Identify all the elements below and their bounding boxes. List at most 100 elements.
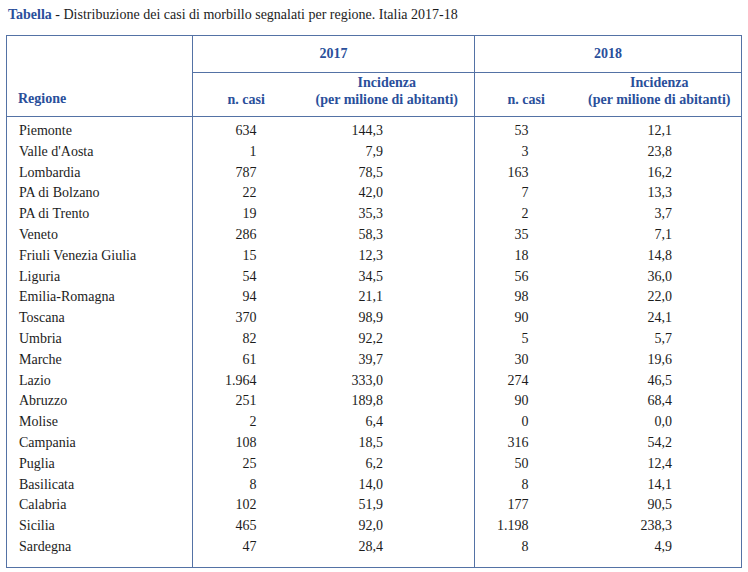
incidence-2018-cell: 46,5	[578, 371, 742, 392]
cases-2018-cell: 8	[475, 537, 578, 567]
incidence-2018-cell: 23,8	[578, 142, 742, 163]
cases-2017-cell: 2	[193, 412, 300, 433]
cases-2018-cell: 0	[475, 412, 578, 433]
cases-2017-cell: 102	[193, 495, 300, 516]
incidence-2018-cell: 12,4	[578, 454, 742, 475]
region-cell: Friuli Venezia Giulia	[7, 246, 193, 267]
incidence-2017-cell: 14,0	[300, 475, 475, 496]
cases-2017-cell: 25	[193, 454, 300, 475]
incidence-2018-cell: 238,3	[578, 516, 742, 537]
column-header-cases-2017: n. casi	[193, 73, 300, 117]
table-row: Toscana37098,99024,1	[7, 308, 742, 329]
cases-2017-cell: 787	[193, 163, 300, 184]
column-header-cases-2018: n. casi	[475, 73, 578, 117]
table-row: Sardegna4728,484,9	[7, 537, 742, 567]
incidence-2018-cell: 19,6	[578, 350, 742, 371]
incidence-2018-cell: 14,1	[578, 475, 742, 496]
table-row: PA di Trento1935,323,7	[7, 204, 742, 225]
table-row: Calabria10251,917790,5	[7, 495, 742, 516]
incidence-2017-cell: 78,5	[300, 163, 475, 184]
incidence-2017-cell: 92,0	[300, 516, 475, 537]
region-cell: Marche	[7, 350, 193, 371]
cases-2017-cell: 15	[193, 246, 300, 267]
incidence-2018-cell: 0,0	[578, 412, 742, 433]
cases-2017-cell: 286	[193, 225, 300, 246]
incidence-2017-cell: 12,3	[300, 246, 475, 267]
table-row: Umbria8292,255,7	[7, 329, 742, 350]
table-body: Piemonte634144,35312,1Valle d'Aosta17,93…	[7, 117, 742, 568]
incidence-2017-cell: 189,8	[300, 391, 475, 412]
measles-distribution-table: Regione 2017 2018 n. casi Incidenza(per …	[6, 35, 742, 568]
document-page: Tabella - Distribuzione dei casi di morb…	[0, 0, 748, 572]
column-header-incidence-2017: Incidenza (per milione di abitanti)	[300, 73, 475, 117]
table-row: Marche6139,73019,6	[7, 350, 742, 371]
cases-2017-cell: 22	[193, 183, 300, 204]
incidence-2017-cell: 28,4	[300, 537, 475, 567]
cases-2018-cell: 50	[475, 454, 578, 475]
incidence-2017-cell: 6,4	[300, 412, 475, 433]
region-cell: Sicilia	[7, 516, 193, 537]
cases-2018-cell: 90	[475, 391, 578, 412]
incidence-2017-cell: 98,9	[300, 308, 475, 329]
region-cell: Sardegna	[7, 537, 193, 567]
cases-2018-cell: 56	[475, 267, 578, 288]
table-row: Campania10818,531654,2	[7, 433, 742, 454]
incidence-2017-cell: 58,3	[300, 225, 475, 246]
cases-2017-cell: 1.964	[193, 371, 300, 392]
cases-2017-cell: 370	[193, 308, 300, 329]
table-row: Valle d'Aosta17,9323,8	[7, 142, 742, 163]
region-cell: Basilicata	[7, 475, 193, 496]
incidence-2017-cell: 333,0	[300, 371, 475, 392]
incidence-2018-cell: 5,7	[578, 329, 742, 350]
region-cell: Lazio	[7, 371, 193, 392]
incidence-2017-cell: 42,0	[300, 183, 475, 204]
cases-2018-cell: 7	[475, 183, 578, 204]
cases-2017-cell: 8	[193, 475, 300, 496]
incidence-2017-cell: 92,2	[300, 329, 475, 350]
incidence-2018-line2: (per milione di abitanti)	[588, 92, 730, 107]
region-cell: Lombardia	[7, 163, 193, 184]
incidence-2017-cell: 34,5	[300, 267, 475, 288]
incidence-2017-cell: 21,1	[300, 287, 475, 308]
incidence-2018-line1: Incidenza	[630, 75, 688, 90]
region-cell: PA di Bolzano	[7, 183, 193, 204]
incidence-2018-cell: 36,0	[578, 267, 742, 288]
cases-2017-cell: 108	[193, 433, 300, 454]
cases-2017-cell: 54	[193, 267, 300, 288]
table-row: Molise26,400,0	[7, 412, 742, 433]
column-group-header-2018: 2018	[475, 36, 742, 73]
region-cell: PA di Trento	[7, 204, 193, 225]
region-cell: Abruzzo	[7, 391, 193, 412]
incidence-2017-line1: Incidenza	[358, 75, 416, 90]
incidence-2018-cell: 16,2	[578, 163, 742, 184]
cases-2018-cell: 2	[475, 204, 578, 225]
region-cell: Toscana	[7, 308, 193, 329]
incidence-2018-cell: 7,1	[578, 225, 742, 246]
incidence-2018-cell: 90,5	[578, 495, 742, 516]
table-row: Puglia256,25012,4	[7, 454, 742, 475]
cases-2018-cell: 35	[475, 225, 578, 246]
incidence-2018-cell: 54,2	[578, 433, 742, 454]
table-caption: Tabella - Distribuzione dei casi di morb…	[8, 7, 748, 23]
cases-2017-cell: 19	[193, 204, 300, 225]
region-cell: Veneto	[7, 225, 193, 246]
column-header-incidence-2018: Incidenza (per milione di abitanti)	[578, 73, 742, 117]
region-cell: Calabria	[7, 495, 193, 516]
region-cell: Valle d'Aosta	[7, 142, 193, 163]
table-row: Piemonte634144,35312,1	[7, 117, 742, 142]
column-header-regione: Regione	[7, 36, 193, 117]
incidence-2017-cell: 144,3	[300, 117, 475, 142]
incidence-2017-cell: 51,9	[300, 495, 475, 516]
incidence-2018-cell: 14,8	[578, 246, 742, 267]
cases-2017-cell: 1	[193, 142, 300, 163]
incidence-2017-cell: 39,7	[300, 350, 475, 371]
cases-2018-cell: 316	[475, 433, 578, 454]
cases-2018-cell: 90	[475, 308, 578, 329]
region-cell: Molise	[7, 412, 193, 433]
column-group-header-2017: 2017	[193, 36, 475, 73]
incidence-2018-cell: 4,9	[578, 537, 742, 567]
cases-2017-cell: 94	[193, 287, 300, 308]
cases-2018-cell: 8	[475, 475, 578, 496]
incidence-2017-line2: (per milione di abitanti)	[316, 92, 458, 107]
cases-2017-cell: 82	[193, 329, 300, 350]
